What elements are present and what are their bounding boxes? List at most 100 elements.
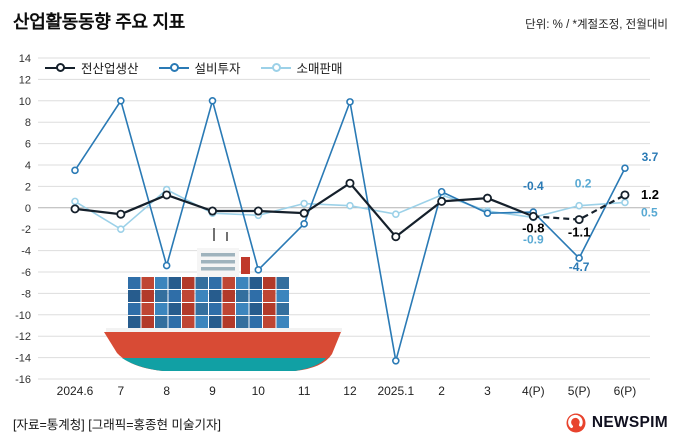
series-marker-capex	[621, 164, 629, 173]
bridge-window-row	[201, 260, 235, 264]
x-axis-label: 2	[438, 384, 445, 398]
series-marker-production	[620, 190, 630, 200]
bridge-top-deck	[202, 241, 234, 248]
y-axis-label: 12	[19, 74, 31, 86]
container-box	[168, 290, 181, 302]
container-box	[222, 277, 235, 289]
cargo-ship-illustration	[104, 228, 342, 371]
series-marker-production	[253, 206, 263, 216]
series-marker-retail	[300, 199, 308, 208]
ship-deck-stripe	[106, 328, 342, 332]
series-marker-retail	[621, 198, 629, 207]
container-box	[276, 277, 289, 289]
series-marker-production	[345, 178, 355, 188]
container-box	[195, 277, 208, 289]
x-axis-label: 6(P)	[614, 384, 637, 398]
bridge-window-row	[201, 267, 235, 271]
container-box	[222, 303, 235, 315]
legend-item-capex: 설비투자	[158, 58, 241, 77]
value-label: -0.9	[523, 232, 544, 246]
value-label: -1.1	[568, 225, 590, 240]
series-marker-retail	[117, 225, 125, 233]
container-box	[155, 290, 168, 302]
x-axis-label: 9	[209, 384, 216, 398]
container-box	[249, 303, 262, 315]
container-box	[263, 277, 276, 289]
container-box	[128, 290, 141, 302]
series-marker-capex	[254, 266, 263, 274]
series-marker-capex	[392, 357, 400, 365]
legend-marker-icon	[260, 63, 291, 73]
y-axis-label: 10	[19, 96, 31, 108]
y-axis-label: -4	[21, 246, 31, 258]
brand-text: NEWSPIM	[591, 414, 668, 431]
y-axis-label: -10	[15, 310, 31, 322]
container-box	[236, 316, 249, 328]
y-axis-label: 6	[25, 139, 31, 151]
container-box	[182, 316, 195, 328]
y-axis-label: 4	[25, 160, 31, 172]
container-box	[236, 303, 249, 315]
container-box	[263, 290, 276, 302]
container-box	[236, 290, 249, 302]
series-marker-production	[299, 208, 309, 218]
x-axis-label: 10	[252, 384, 266, 398]
x-axis-label: 8	[163, 384, 170, 398]
y-axis-label: 14	[19, 53, 31, 65]
value-label: 1.2	[641, 187, 659, 202]
legend-marker-icon	[45, 63, 75, 73]
series-marker-production	[574, 215, 584, 225]
container-box	[155, 277, 168, 289]
value-label: -0.4	[523, 179, 544, 193]
series-marker-capex	[437, 187, 446, 196]
series-marker-production	[391, 232, 401, 242]
value-label: 3.7	[642, 150, 659, 164]
x-axis-label: 3	[484, 384, 491, 398]
container-box	[195, 316, 208, 328]
value-label: 0.2	[575, 177, 592, 191]
container-box	[141, 316, 154, 328]
container-box	[128, 316, 141, 328]
legend-label: 설비투자	[194, 62, 241, 76]
series-marker-capex	[117, 97, 125, 105]
ship-funnel	[241, 257, 250, 274]
y-axis-label: -8	[21, 288, 31, 300]
bridge-window-row	[201, 253, 235, 257]
source-credit: [자료=통계청] [그래픽=홍종현 미술기자]	[13, 417, 221, 432]
series-marker-production	[116, 209, 126, 219]
container-box	[168, 277, 181, 289]
chart-legend: 전산업생산 설비투자 소매판매	[45, 58, 343, 77]
container-box	[209, 277, 222, 289]
y-axis-label: -6	[21, 267, 31, 279]
container-box	[249, 290, 262, 302]
series-marker-production	[528, 211, 538, 221]
container-box	[263, 316, 276, 328]
y-axis-label: 2	[25, 181, 31, 193]
series-marker-retail	[392, 210, 400, 219]
chart-series	[70, 97, 630, 365]
series-marker-production	[437, 196, 447, 206]
series-marker-capex	[208, 97, 217, 105]
container-box	[195, 303, 208, 315]
legend-label: 소매판매	[296, 62, 343, 76]
container-box	[141, 303, 154, 315]
container-box	[141, 277, 154, 289]
x-axis-label: 2024.6	[57, 384, 94, 398]
legend-marker-icon	[158, 63, 189, 73]
y-axis-label: 8	[25, 117, 31, 129]
unit-note: 단위: % / *계절조정, 전월대비	[525, 19, 668, 31]
y-axis-label: -2	[21, 224, 31, 236]
series-marker-capex	[575, 254, 583, 262]
series-marker-capex	[71, 166, 79, 175]
container-box	[128, 277, 141, 289]
container-box	[276, 316, 289, 328]
ship-container-stack	[128, 277, 289, 328]
container-box	[155, 303, 168, 315]
container-box	[276, 290, 289, 302]
x-axis-label: 5(P)	[568, 384, 591, 398]
legend-item-production: 전산업생산	[45, 58, 139, 77]
series-marker-retail	[71, 197, 79, 206]
legend-item-retail: 소매판매	[260, 58, 343, 77]
container-box	[182, 303, 195, 315]
